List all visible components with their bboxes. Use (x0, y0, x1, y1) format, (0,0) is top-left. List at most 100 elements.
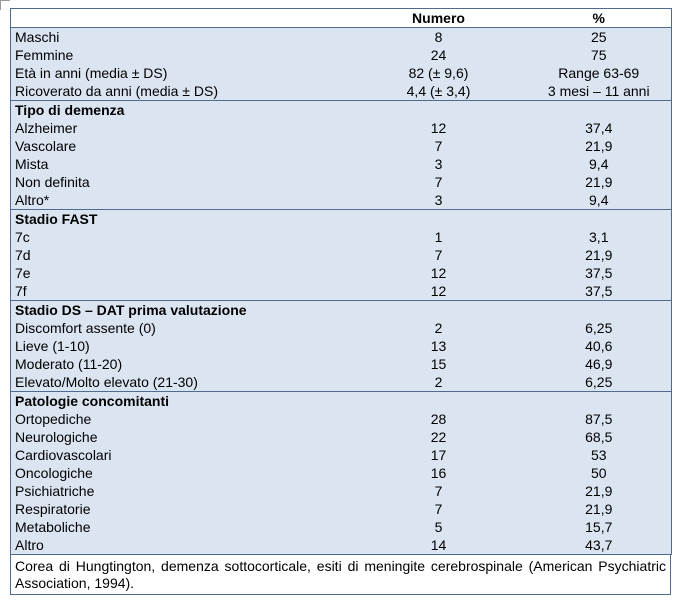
row-label: Moderato (11-20) (10, 355, 351, 373)
row-numero: 3 (350, 155, 527, 173)
table-row: 7e 12 37,5 (10, 264, 672, 282)
row-label: Ricoverato da anni (media ± DS) (10, 82, 351, 101)
row-percent: 43,7 (526, 536, 672, 555)
table-row: Respiratorie 7 21,9 (10, 500, 672, 518)
row-percent: 53 (526, 446, 672, 464)
row-percent: 21,9 (526, 173, 672, 191)
row-label: Alzheimer (10, 119, 351, 137)
row-percent: 21,9 (526, 482, 672, 500)
row-label: Respiratorie (10, 500, 351, 518)
row-percent: 6,25 (526, 373, 672, 392)
table-row: Cardiovascolari 17 53 (10, 446, 672, 464)
row-percent: 37,5 (526, 264, 672, 282)
patient-characteristics-table: Numero % Maschi 8 25 Femmine 24 75 Età in anni… (10, 8, 672, 555)
row-numero: 28 (350, 410, 527, 428)
document-table-container: Numero % Maschi 8 25 Femmine 24 75 Età in anni… (10, 8, 672, 595)
section-header-row: Tipo di demenza (10, 100, 672, 119)
row-numero: 8 (350, 27, 527, 46)
row-label: 7d (10, 246, 351, 264)
table-row: Altro 14 43,7 (10, 536, 672, 555)
table-row: Ortopediche 28 87,5 (10, 410, 672, 428)
row-numero: 2 (350, 373, 527, 392)
row-percent: Range 63-69 (526, 64, 672, 82)
table-row: Lieve (1-10) 13 40,6 (10, 337, 672, 355)
table-row: Vascolare 7 21,9 (10, 137, 672, 155)
row-label: Altro (10, 536, 351, 555)
row-percent: 3,1 (526, 228, 672, 246)
table-header-row: Numero % (10, 8, 672, 28)
row-numero: 5 (350, 518, 527, 536)
section-header-row: Stadio DS – DAT prima valutazione (10, 300, 672, 319)
row-label: Neurologiche (10, 428, 351, 446)
table-row: Elevato/Molto elevato (21-30) 2 6,25 (10, 373, 672, 392)
row-percent: 37,5 (526, 282, 672, 301)
row-percent: 21,9 (526, 137, 672, 155)
row-percent: 21,9 (526, 246, 672, 264)
row-label: Maschi (10, 27, 351, 46)
section-title: Tipo di demenza (10, 100, 672, 119)
page-corner-mark (0, 0, 10, 10)
table-row: Ricoverato da anni (media ± DS) 4,4 (± 3,… (10, 82, 672, 101)
row-numero: 22 (350, 428, 527, 446)
row-label: Non definita (10, 173, 351, 191)
row-label: 7e (10, 264, 351, 282)
row-numero: 16 (350, 464, 527, 482)
row-numero: 7 (350, 482, 527, 500)
row-label: 7c (10, 228, 351, 246)
row-numero: 12 (350, 119, 527, 137)
row-numero: 1 (350, 228, 527, 246)
row-numero: 14 (350, 536, 527, 555)
table-row: 7c 1 3,1 (10, 228, 672, 246)
row-label: 7f (10, 282, 351, 301)
row-percent: 9,4 (526, 191, 672, 210)
row-numero: 15 (350, 355, 527, 373)
table-row: 7d 7 21,9 (10, 246, 672, 264)
section-title: Stadio FAST (10, 209, 672, 228)
header-label (10, 8, 351, 28)
row-label: Psichiatriche (10, 482, 351, 500)
row-numero: 12 (350, 282, 527, 301)
section-title: Patologie concomitanti (10, 391, 672, 410)
row-percent: 15,7 (526, 518, 672, 536)
row-percent: 9,4 (526, 155, 672, 173)
row-percent: 87,5 (526, 410, 672, 428)
section-header-row: Stadio FAST (10, 209, 672, 228)
row-label: Vascolare (10, 137, 351, 155)
row-numero: 4,4 (± 3,4) (350, 82, 527, 101)
row-percent: 40,6 (526, 337, 672, 355)
row-numero: 24 (350, 46, 527, 64)
row-percent: 21,9 (526, 500, 672, 518)
row-label: Ortopediche (10, 410, 351, 428)
row-numero: 3 (350, 191, 527, 210)
section-header-row: Patologie concomitanti (10, 391, 672, 410)
table-row: 7f 12 37,5 (10, 282, 672, 301)
row-percent: 3 mesi – 11 anni (526, 82, 672, 101)
table-row: Maschi 8 25 (10, 27, 672, 46)
table-row: Femmine 24 75 (10, 46, 672, 64)
table-row: Metaboliche 5 15,7 (10, 518, 672, 536)
row-numero: 7 (350, 173, 527, 191)
row-label: Cardiovascolari (10, 446, 351, 464)
row-percent: 6,25 (526, 319, 672, 337)
row-label: Femmine (10, 46, 351, 64)
row-numero: 2 (350, 319, 527, 337)
row-percent: 75 (526, 46, 672, 64)
row-percent: 68,5 (526, 428, 672, 446)
row-numero: 12 (350, 264, 527, 282)
table-row: Moderato (11-20) 15 46,9 (10, 355, 672, 373)
table-body: Maschi 8 25 Femmine 24 75 Età in anni (media ±… (10, 27, 672, 555)
section-title: Stadio DS – DAT prima valutazione (10, 300, 672, 319)
table-row: Neurologiche 22 68,5 (10, 428, 672, 446)
header-numero: Numero (350, 8, 527, 28)
row-percent: 25 (526, 27, 672, 46)
table-footnote: Corea di Hungtington, demenza sottocorti… (10, 555, 671, 595)
table-row: Altro* 3 9,4 (10, 191, 672, 210)
table-row: Psichiatriche 7 21,9 (10, 482, 672, 500)
row-label: Altro* (10, 191, 351, 210)
row-percent: 37,4 (526, 119, 672, 137)
row-numero: 7 (350, 246, 527, 264)
row-label: Discomfort assente (0) (10, 319, 351, 337)
table-row: Oncologiche 16 50 (10, 464, 672, 482)
table-row: Alzheimer 12 37,4 (10, 119, 672, 137)
table-row: Mista 3 9,4 (10, 155, 672, 173)
